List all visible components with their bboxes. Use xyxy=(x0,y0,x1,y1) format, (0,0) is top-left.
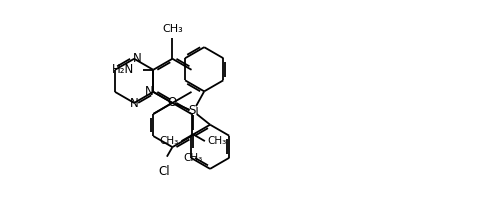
Text: O: O xyxy=(168,97,177,109)
Text: N: N xyxy=(130,97,138,110)
Text: N: N xyxy=(145,85,154,98)
Text: CH₃: CH₃ xyxy=(159,136,179,146)
Text: CH₃: CH₃ xyxy=(184,153,203,163)
Text: Cl: Cl xyxy=(158,165,170,177)
Text: Si: Si xyxy=(188,104,199,117)
Text: N: N xyxy=(133,52,142,64)
Text: H₂N: H₂N xyxy=(112,63,134,76)
Text: CH₃: CH₃ xyxy=(162,24,183,33)
Text: CH₃: CH₃ xyxy=(208,136,227,146)
